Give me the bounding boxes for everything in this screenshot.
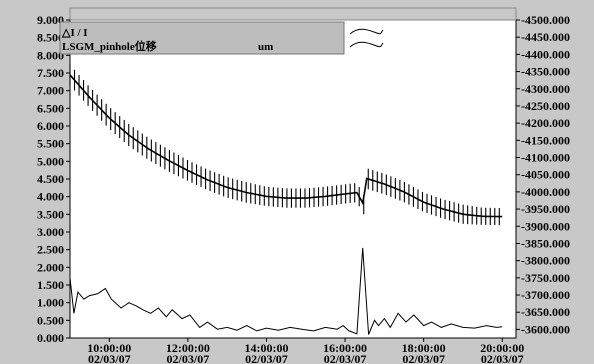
- left-y-axis: 0.000 0.500 1.000 1.500 2.000 2.500 3.000 3.500…: [37, 13, 70, 345]
- left-tick-label: 4.500: [37, 172, 64, 186]
- x-tick-date: 02/03/07: [324, 352, 367, 364]
- right-tick-label: -3750.000: [521, 271, 570, 285]
- right-tick-label: -3900.000: [521, 219, 570, 233]
- right-tick-label: -4050.000: [521, 168, 570, 182]
- left-tick-label: 8.000: [37, 48, 64, 62]
- right-tick-label: -3700.000: [521, 288, 570, 302]
- right-tick-label: -3800.000: [521, 254, 570, 268]
- legend-label-ratio: △I / I: [61, 27, 88, 39]
- right-tick-label: -4150.000: [521, 133, 570, 147]
- x-tick-date: 02/03/07: [88, 352, 131, 364]
- left-tick-label: 2.000: [37, 260, 64, 274]
- left-tick-label: 7.000: [37, 84, 64, 98]
- left-tick-label: 0.000: [37, 331, 64, 345]
- x-tick-date: 02/03/07: [245, 352, 288, 364]
- x-tick-time: 12:00:00: [166, 341, 210, 355]
- left-tick-label: 9.000: [37, 13, 64, 27]
- left-tick-label: 1.000: [37, 296, 64, 310]
- right-tick-label: -4300.000: [521, 82, 570, 96]
- right-tick-label: -3650.000: [521, 305, 570, 319]
- right-y-axis: -3600.000 -3650.000 -3700.000 -3750.000 -380…: [516, 13, 570, 336]
- left-tick-label: 4.000: [37, 190, 64, 204]
- ratio-series-line: [69, 247, 503, 335]
- left-tick-label: 8.500: [37, 31, 64, 45]
- right-tick-label: -4250.000: [521, 99, 570, 113]
- x-tick-time: 14:00:00: [244, 341, 288, 355]
- legend-box: [59, 21, 345, 55]
- series-layer: [69, 64, 503, 335]
- x-tick-time: 16:00:00: [323, 341, 367, 355]
- left-tick-label: 5.500: [37, 137, 64, 151]
- x-tick-time: 20:00:00: [480, 341, 524, 355]
- right-tick-label: -4100.000: [521, 151, 570, 165]
- legend-swatch-2: [349, 41, 384, 48]
- left-tick-label: 1.500: [37, 278, 64, 292]
- right-tick-label: -3600.000: [521, 322, 570, 336]
- right-tick-label: -4500.000: [521, 13, 570, 27]
- left-tick-label: 5.000: [37, 154, 64, 168]
- x-tick-date: 02/03/07: [167, 352, 210, 364]
- right-tick-label: -3850.000: [521, 236, 570, 250]
- legend-label-unit: um: [258, 41, 273, 53]
- right-tick-label: -3950.000: [521, 202, 570, 216]
- right-tick-label: -4400.000: [521, 47, 570, 61]
- left-tick-label: 0.500: [37, 313, 64, 327]
- top-bar: [69, 7, 517, 21]
- x-tick-date: 02/03/07: [481, 352, 524, 364]
- x-tick-date: 02/03/07: [402, 352, 445, 364]
- left-tick-label: 3.000: [37, 225, 64, 239]
- band-center-line: [69, 74, 503, 218]
- x-tick-time: 18:00:00: [402, 341, 446, 355]
- x-tick-time: 10:00:00: [87, 341, 131, 355]
- plot-area: [69, 19, 517, 339]
- left-tick-label: 3.500: [37, 207, 64, 221]
- left-tick-label: 6.000: [37, 119, 64, 133]
- right-tick-label: -4350.000: [521, 65, 570, 79]
- left-tick-label: 6.500: [37, 101, 64, 115]
- legend-swatch-1: [349, 28, 384, 35]
- x-axis: 10:00:0002/03/0712:00:0002/03/0714:00:00…: [87, 338, 524, 364]
- legend: △I / I LSGM_pinhole位移 um: [59, 21, 384, 55]
- left-tick-label: 2.500: [37, 243, 64, 257]
- right-tick-label: -4200.000: [521, 116, 570, 130]
- legend-label-pinhole: LSGM_pinhole位移: [62, 39, 157, 53]
- right-tick-label: -4450.000: [521, 30, 570, 44]
- right-tick-label: -4000.000: [521, 185, 570, 199]
- left-tick-label: 7.500: [37, 66, 64, 80]
